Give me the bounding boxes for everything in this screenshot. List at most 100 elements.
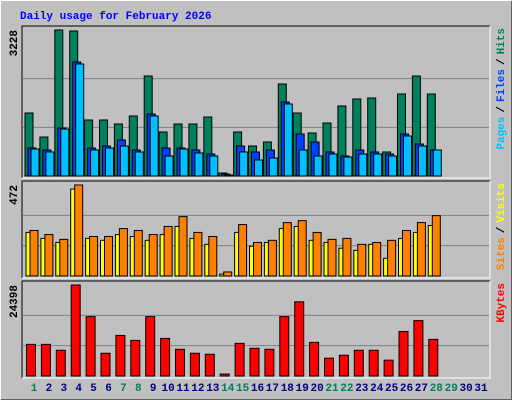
- bar: [160, 337, 171, 377]
- chart-title: Daily usage for February 2026: [20, 11, 211, 23]
- bar: [254, 159, 263, 177]
- x-tick-label: 22: [340, 383, 353, 395]
- x-tick-label: 28: [430, 383, 444, 395]
- x-tick-label: 15: [236, 383, 250, 395]
- x-tick-label: 18: [281, 383, 295, 395]
- bar: [388, 155, 398, 177]
- bar: [368, 349, 379, 377]
- x-tick-label: 24: [370, 383, 384, 395]
- bar: [105, 147, 114, 177]
- bar: [164, 155, 174, 177]
- bar: [342, 237, 352, 277]
- bar: [324, 357, 334, 377]
- bar: [238, 224, 248, 277]
- bar: [100, 352, 111, 377]
- bar: [29, 230, 39, 277]
- bar: [104, 235, 113, 277]
- bar: [149, 115, 159, 177]
- x-tick-label: 29: [445, 383, 458, 395]
- bar: [193, 231, 203, 277]
- bar: [74, 184, 84, 277]
- legend: Sites / Visits: [496, 183, 508, 270]
- bar: [115, 334, 126, 377]
- bar: [55, 349, 66, 377]
- bar: [224, 174, 234, 177]
- legend-entry: Hits: [496, 28, 508, 54]
- bar: [239, 151, 249, 177]
- legend-separator: /: [496, 58, 508, 65]
- x-tick-label: 11: [176, 383, 190, 395]
- bar: [209, 155, 219, 177]
- bar: [40, 343, 51, 377]
- bar: [358, 153, 368, 177]
- bar: [89, 235, 99, 277]
- bar: [402, 230, 411, 277]
- bar: [119, 145, 129, 177]
- x-tick-label: 20: [310, 383, 323, 395]
- x-tick-label: 6: [105, 383, 112, 395]
- x-tick-label: 9: [150, 383, 157, 395]
- y-tick-label: 3228: [9, 30, 21, 57]
- bar: [279, 316, 290, 377]
- bar: [309, 341, 320, 377]
- bar: [60, 128, 70, 177]
- bar: [134, 151, 144, 177]
- bar: [30, 148, 40, 177]
- bar: [431, 215, 441, 277]
- bar: [343, 156, 353, 177]
- bar: [312, 231, 322, 277]
- bar: [253, 241, 262, 277]
- x-tick-label: 10: [161, 383, 174, 395]
- x-tick-label: 23: [355, 383, 369, 395]
- x-tick-label: 4: [75, 383, 82, 395]
- bar: [417, 145, 427, 177]
- bar: [428, 338, 439, 377]
- x-tick-label: 30: [459, 383, 472, 395]
- x-tick-label: 14: [221, 383, 235, 395]
- bar: [26, 343, 36, 377]
- bar: [45, 151, 55, 177]
- x-tick-label: 26: [400, 383, 413, 395]
- bar: [145, 316, 156, 377]
- bar: [208, 235, 218, 277]
- bar: [44, 234, 54, 277]
- bar: [234, 342, 245, 377]
- panel-edge-dark: [21, 25, 490, 178]
- bar: [264, 348, 275, 377]
- bar: [267, 239, 277, 277]
- x-tick-label: 21: [325, 383, 339, 395]
- bar: [178, 216, 188, 277]
- legend-entry: KBytes: [496, 283, 508, 323]
- bar: [194, 152, 204, 177]
- legend-separator: /: [496, 106, 508, 113]
- bar: [59, 238, 69, 277]
- bar: [338, 354, 349, 377]
- legend-entry: Pages: [496, 117, 508, 150]
- bar: [204, 353, 215, 377]
- bar: [249, 347, 260, 377]
- bar: [219, 373, 230, 377]
- bar: [130, 339, 141, 377]
- bar: [373, 153, 383, 177]
- bar: [398, 330, 409, 377]
- y-tick-label: 24398: [9, 285, 21, 318]
- bar: [282, 222, 292, 277]
- x-tick-label: 27: [415, 383, 428, 395]
- bar: [328, 153, 338, 177]
- legend: KBytes: [496, 283, 508, 323]
- x-tick-label: 3: [60, 383, 67, 395]
- x-tick-label: 7: [120, 383, 127, 395]
- bar: [298, 149, 308, 177]
- x-tick-label: 2: [46, 383, 53, 395]
- panel-edge-light: [22, 181, 491, 279]
- legend-entry: Visits: [496, 183, 508, 223]
- x-tick-label: 13: [206, 383, 220, 395]
- bar: [403, 135, 412, 177]
- bar: [413, 320, 424, 377]
- x-tick-label: 12: [191, 383, 204, 395]
- y-tick-label: 472: [9, 185, 21, 205]
- bar: [179, 148, 189, 177]
- bar: [175, 348, 185, 377]
